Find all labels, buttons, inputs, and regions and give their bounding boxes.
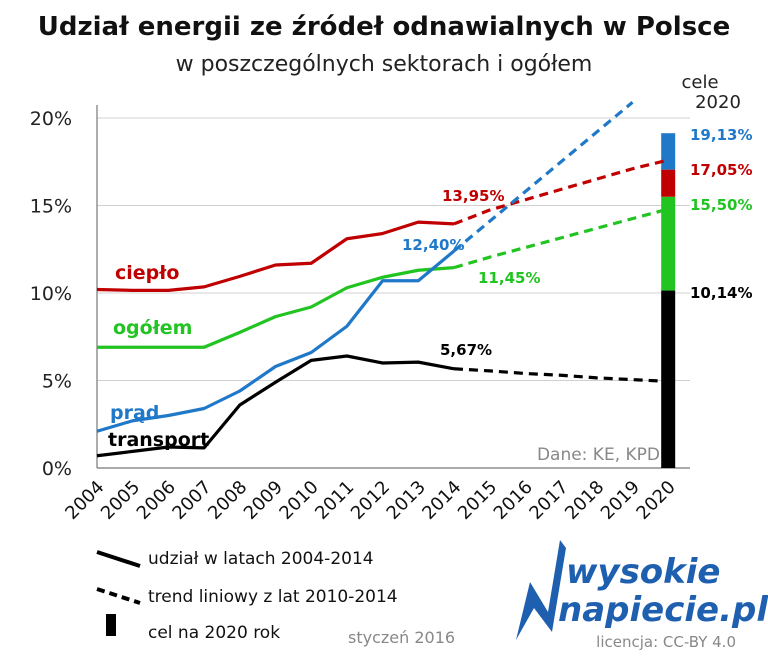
legend-label: udział w latach 2004-2014: [148, 549, 374, 569]
x-tick-label: 2018: [561, 477, 608, 524]
y-tick-label: 0%: [42, 458, 72, 480]
logo-line2: napiecie.pl: [558, 590, 768, 630]
target-bar-transport: [661, 290, 676, 468]
legend-solid-swatch: [96, 550, 141, 568]
date-note: styczeń 2016: [348, 628, 455, 647]
legend-dashed-swatch: [96, 587, 141, 605]
series-line-prad: [96, 249, 456, 433]
value-annotation-prad: 12,40%: [402, 236, 464, 254]
x-tick-label: 2011: [311, 477, 358, 524]
trend-line-cieplo: [453, 158, 669, 226]
value-annotation-ogolem: 11,45%: [478, 269, 540, 287]
x-tick-label: 2013: [383, 477, 430, 524]
value-annotation-transport: 5,67%: [440, 341, 492, 359]
value-annotation-cieplo: 13,95%: [442, 187, 504, 205]
x-tick-label: 2009: [240, 477, 287, 524]
x-tick-label: 2004: [61, 477, 108, 524]
x-tick-label: 2007: [168, 477, 215, 524]
y-tick-label: 10%: [30, 283, 72, 305]
y-tick-label: 15%: [30, 196, 72, 218]
targets-header-year: 2020: [695, 92, 741, 113]
series-name-ogolem: ogółem: [113, 317, 192, 339]
targets-header: cele: [681, 72, 718, 93]
x-tick-label: 2016: [490, 477, 537, 524]
y-tick-label: 5%: [42, 371, 72, 393]
logo-line1: wysokie: [566, 552, 721, 592]
x-tick-label: 2020: [632, 477, 679, 524]
series-line-ogolem: [97, 266, 455, 349]
source-note: Dane: KE, KPD: [537, 445, 660, 465]
legend-label: cel na 2020 rok: [148, 623, 280, 643]
target-label: 15,50%: [690, 196, 752, 214]
series-line-transport: [96, 354, 455, 458]
target-bar-ogolem: [661, 196, 676, 291]
logo-bolt-icon: [516, 540, 566, 640]
series-name-transport: transport: [108, 429, 209, 451]
x-tick-label: 2012: [347, 477, 394, 524]
series-name-prad: prąd: [110, 402, 159, 424]
legend-label: trend liniowy z lat 2010-2014: [148, 587, 398, 607]
series-name-cieplo: ciepło: [115, 262, 179, 284]
trend-line-prad: [452, 101, 634, 253]
chart-subtitle: w poszczególnych sektorach i ogółem: [175, 52, 593, 77]
x-tick-label: 2019: [597, 477, 644, 524]
legend-bar-swatch: [106, 614, 116, 636]
y-tick-label: 20%: [30, 108, 72, 130]
license-note: licencja: CC-BY 4.0: [596, 633, 736, 651]
target-bar-prad: [661, 133, 676, 170]
x-tick-label: 2005: [97, 477, 144, 524]
x-tick-label: 2014: [418, 477, 465, 524]
trend-line-transport: [453, 367, 669, 383]
x-tick-label: 2006: [133, 477, 180, 524]
x-tick-label: 2015: [454, 477, 501, 524]
x-tick-label: 2008: [204, 477, 251, 524]
series-line-cieplo: [96, 220, 455, 292]
x-tick-label: 2010: [275, 477, 322, 524]
target-bar-cieplo: [661, 169, 676, 197]
trend-line-ogolem: [453, 207, 669, 270]
chart-title: Udział energii ze źródeł odnawialnych w …: [37, 12, 731, 42]
target-label: 19,13%: [690, 126, 752, 144]
target-label: 10,14%: [690, 284, 752, 302]
target-label: 17,05%: [690, 161, 752, 179]
x-tick-label: 2017: [525, 477, 572, 524]
